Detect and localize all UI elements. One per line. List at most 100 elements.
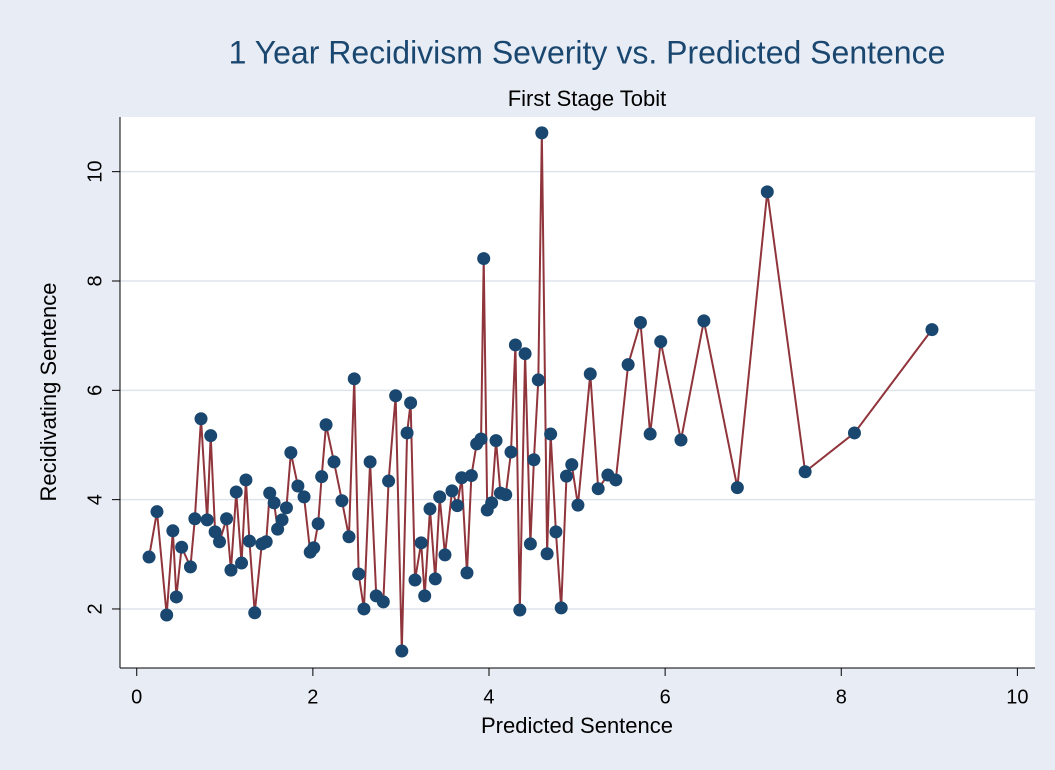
x-tick-label: 0	[131, 686, 142, 708]
data-point	[523, 537, 537, 551]
data-point	[418, 589, 432, 603]
data-point	[297, 490, 311, 504]
data-point	[279, 501, 293, 515]
data-point	[571, 498, 585, 512]
data-point	[352, 567, 366, 581]
data-point	[450, 499, 464, 513]
data-point	[335, 494, 349, 508]
data-point	[200, 513, 214, 527]
data-point	[544, 427, 558, 441]
y-tick-label: 2	[84, 603, 106, 614]
data-point	[248, 606, 262, 620]
data-point	[527, 453, 541, 467]
data-point	[347, 372, 361, 386]
data-point	[760, 185, 774, 199]
data-point	[220, 512, 234, 526]
data-point	[213, 535, 227, 549]
data-point	[242, 534, 256, 548]
data-point	[489, 434, 503, 448]
data-point	[477, 252, 491, 266]
data-point	[847, 426, 861, 440]
data-point	[423, 502, 437, 516]
data-point	[697, 314, 711, 328]
data-point	[565, 458, 579, 472]
data-point	[204, 429, 218, 443]
data-point	[513, 603, 527, 617]
y-axis-title: Recidivating Sentence	[36, 283, 61, 502]
data-point	[404, 396, 418, 410]
x-tick-label: 4	[483, 686, 494, 708]
data-point	[307, 541, 321, 555]
data-point	[433, 490, 447, 504]
y-tick-label: 10	[84, 161, 106, 183]
data-point	[275, 513, 289, 527]
data-point	[229, 485, 243, 499]
data-point	[319, 418, 333, 432]
data-point	[414, 536, 428, 550]
data-point	[357, 602, 371, 616]
data-point	[730, 481, 744, 495]
data-point	[621, 358, 635, 372]
data-point	[259, 535, 273, 549]
data-point	[315, 470, 329, 484]
data-point	[169, 590, 183, 604]
data-point	[150, 505, 164, 519]
data-point	[559, 469, 573, 483]
data-point	[311, 517, 325, 531]
data-point	[591, 482, 605, 496]
data-point	[284, 446, 298, 460]
data-point	[428, 572, 442, 586]
data-point	[400, 426, 414, 440]
data-point	[342, 530, 356, 544]
data-point	[674, 433, 688, 447]
data-point	[504, 445, 518, 459]
x-tick-label: 10	[1006, 686, 1028, 708]
data-point	[188, 512, 202, 526]
data-point	[291, 479, 305, 493]
data-point	[445, 484, 459, 498]
data-point	[549, 525, 563, 539]
data-point	[460, 566, 474, 580]
data-point	[531, 373, 545, 387]
data-point	[609, 473, 623, 487]
chart-subtitle: First Stage Tobit	[508, 86, 667, 111]
data-point	[643, 427, 657, 441]
data-point	[464, 469, 478, 483]
data-point	[389, 389, 403, 403]
data-point	[485, 496, 499, 510]
data-point	[925, 323, 939, 337]
data-point	[183, 560, 197, 574]
data-point	[408, 573, 422, 587]
data-point	[583, 367, 597, 381]
x-tick-label: 2	[307, 686, 318, 708]
data-point	[508, 338, 522, 352]
data-point	[224, 563, 238, 577]
data-point	[554, 601, 568, 615]
y-tick-label: 4	[84, 494, 106, 505]
data-point	[382, 474, 396, 488]
data-point	[166, 524, 180, 538]
data-point	[208, 525, 222, 539]
data-point	[160, 608, 174, 622]
data-point	[194, 412, 208, 426]
data-point	[499, 488, 513, 502]
data-point	[474, 432, 488, 446]
data-point	[327, 455, 341, 469]
x-axis-title: Predicted Sentence	[481, 713, 673, 738]
plot-area	[120, 117, 1035, 668]
data-point	[540, 547, 554, 561]
data-point	[363, 455, 377, 469]
data-point	[235, 556, 249, 570]
data-point	[535, 126, 549, 140]
x-tick-label: 6	[660, 686, 671, 708]
data-point	[376, 595, 390, 609]
data-point	[239, 473, 253, 487]
data-point	[633, 316, 647, 330]
data-point	[455, 471, 469, 485]
data-point	[798, 465, 812, 479]
data-point	[267, 496, 281, 510]
data-point	[654, 335, 668, 349]
data-point	[438, 548, 452, 562]
y-tick-label: 6	[84, 385, 106, 396]
